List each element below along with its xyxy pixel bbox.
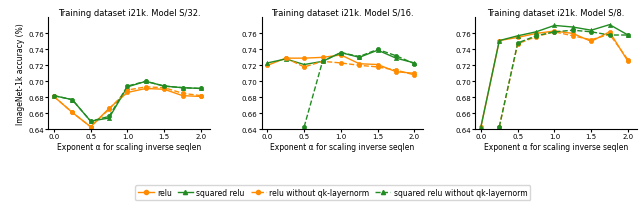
Title: Training dataset i21k. Model S/8.: Training dataset i21k. Model S/8. [487, 9, 625, 18]
X-axis label: Exponent α for scaling inverse seqlen: Exponent α for scaling inverse seqlen [57, 142, 201, 151]
Legend: relu, squared relu, relu without qk-layernorm, squared relu without qk-layernorm: relu, squared relu, relu without qk-laye… [136, 185, 530, 200]
X-axis label: Exponent α for scaling inverse seqlen: Exponent α for scaling inverse seqlen [484, 142, 628, 151]
Title: Training dataset i21k. Model S/16.: Training dataset i21k. Model S/16. [271, 9, 413, 18]
Y-axis label: ImageNet-1k accuracy (%): ImageNet-1k accuracy (%) [16, 23, 26, 125]
Title: Training dataset i21k. Model S/32.: Training dataset i21k. Model S/32. [58, 9, 200, 18]
X-axis label: Exponent α for scaling inverse seqlen: Exponent α for scaling inverse seqlen [270, 142, 415, 151]
